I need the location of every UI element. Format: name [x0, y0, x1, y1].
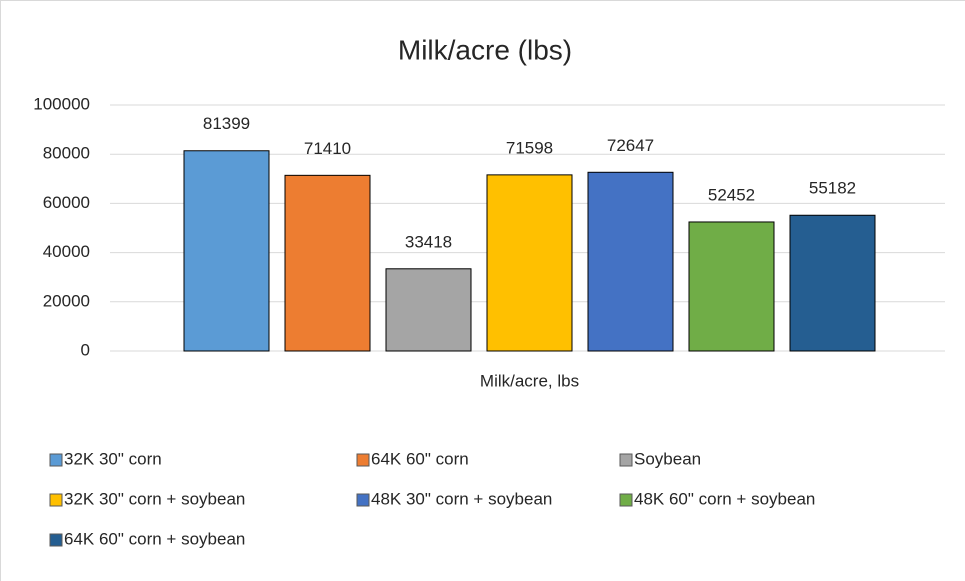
legend-swatch	[49, 453, 63, 467]
bar	[587, 171, 674, 352]
legend-label: 64K 60" corn	[371, 449, 469, 468]
data-label: 52452	[708, 185, 755, 204]
y-tick-label: 100000	[33, 94, 90, 113]
data-label: 55182	[809, 179, 856, 198]
bar	[385, 268, 472, 352]
legend-swatch	[619, 493, 633, 507]
data-label: 33418	[405, 232, 452, 251]
data-label: 71410	[304, 139, 351, 158]
legend-label: Soybean	[634, 449, 701, 468]
legend-label: 64K 60" corn + soybean	[64, 529, 245, 548]
y-tick-label: 0	[81, 340, 90, 359]
y-tick-label: 60000	[43, 193, 90, 212]
bar	[284, 174, 371, 352]
y-tick-label: 80000	[43, 144, 90, 163]
legend-label: 32K 30" corn + soybean	[64, 489, 245, 508]
data-label: 72647	[607, 136, 654, 155]
legend-swatch	[619, 453, 633, 467]
legend-label: 48K 30" corn + soybean	[371, 489, 552, 508]
data-label: 71598	[506, 138, 553, 157]
y-tick-label: 20000	[43, 291, 90, 310]
bar	[688, 221, 775, 352]
bar	[789, 214, 876, 352]
chart-title: Milk/acre (lbs)	[398, 34, 572, 65]
legend-swatch	[49, 493, 63, 507]
bar	[486, 174, 573, 352]
y-tick-label: 40000	[43, 242, 90, 261]
legend-swatch	[49, 533, 63, 547]
data-label: 81399	[203, 114, 250, 133]
x-tick-label: Milk/acre, lbs	[480, 371, 579, 390]
legend-swatch	[356, 493, 370, 507]
legend-swatch	[356, 453, 370, 467]
bar	[183, 150, 270, 352]
legend-label: 32K 30" corn	[64, 449, 162, 468]
legend-label: 48K 60" corn + soybean	[634, 489, 815, 508]
